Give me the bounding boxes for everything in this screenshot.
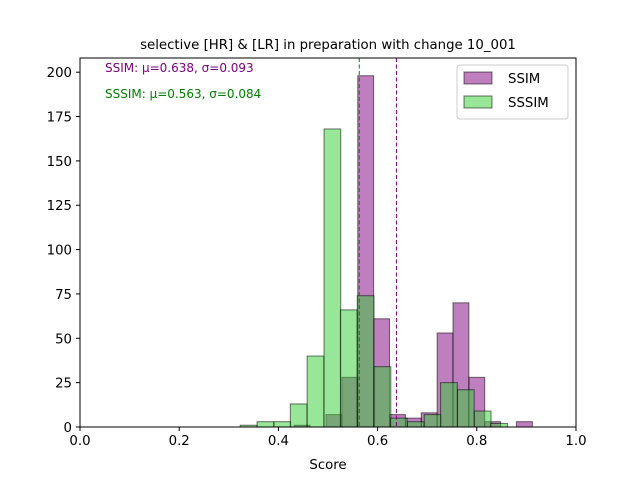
bar-sssim-6 [339,309,358,428]
stat-annotation-1: SSSIM: μ=0.563, σ=0.084 [105,87,261,101]
x-tick-label-0: 0.0 [69,434,90,449]
x-axis-label: Score [309,458,346,473]
bar-sssim-15 [490,422,508,428]
bar-sssim-11 [423,414,442,428]
axes-frame [79,57,577,428]
y-tick-label-2: 50 [55,332,72,347]
bar-sssim-3 [289,403,308,428]
stats-annotations: SSIM: μ=0.638, σ=0.093 SSSIM: μ=0.563, σ=… [105,61,261,101]
x-tick-label-3: 0.6 [367,434,388,449]
y-tick-label-7: 175 [47,111,72,126]
legend-swatch-sssim [463,95,493,109]
y-tick-label-0: 0 [64,421,72,436]
x-tick-label-1: 0.2 [169,434,190,449]
bar-sssim-4 [306,355,325,428]
legend-label-ssim: SSIM [508,72,540,87]
bar-ssim-14 [515,421,533,428]
x-tick-label-2: 0.4 [268,434,289,449]
legend-swatch-ssim [463,71,493,85]
y-tick-label-5: 125 [47,199,72,214]
y-tick-label-3: 75 [55,288,72,303]
y-tick-label-1: 25 [55,377,72,392]
bar-sssim-2 [273,421,292,428]
bar-sssim-5 [323,128,342,428]
legend: SSIM SSSIM [456,64,569,120]
y-axis: 0 25 50 75 100 125 150 175 200 [47,66,80,436]
chart-title: selective [HR] & [LR] in preparation wit… [140,38,516,53]
plot-area: 0.0 0.2 0.4 0.6 0.8 1.0 0 25 50 75 100 125 150 175 200… [47,57,587,449]
bar-sssim-1 [256,421,275,428]
x-tick-label-5: 1.0 [565,434,586,449]
y-tick-label-8: 200 [47,66,72,81]
bar-sssim-14 [473,410,492,428]
legend-label-sssim: SSSIM [508,96,549,111]
stat-annotation-0: SSIM: μ=0.638, σ=0.093 [105,61,254,75]
y-tick-label-4: 100 [47,244,72,259]
bar-sssim-13 [456,389,475,428]
bar-sssim-7 [356,295,375,428]
y-tick-label-6: 150 [47,155,72,170]
x-tick-label-4: 0.8 [466,434,487,449]
x-axis: 0.0 0.2 0.4 0.6 0.8 1.0 [69,427,587,449]
bar-sssim-12 [440,382,458,428]
bar-sssim-10 [406,421,425,428]
bar-sssim-9 [389,417,408,428]
bar-sssim-8 [373,366,392,428]
